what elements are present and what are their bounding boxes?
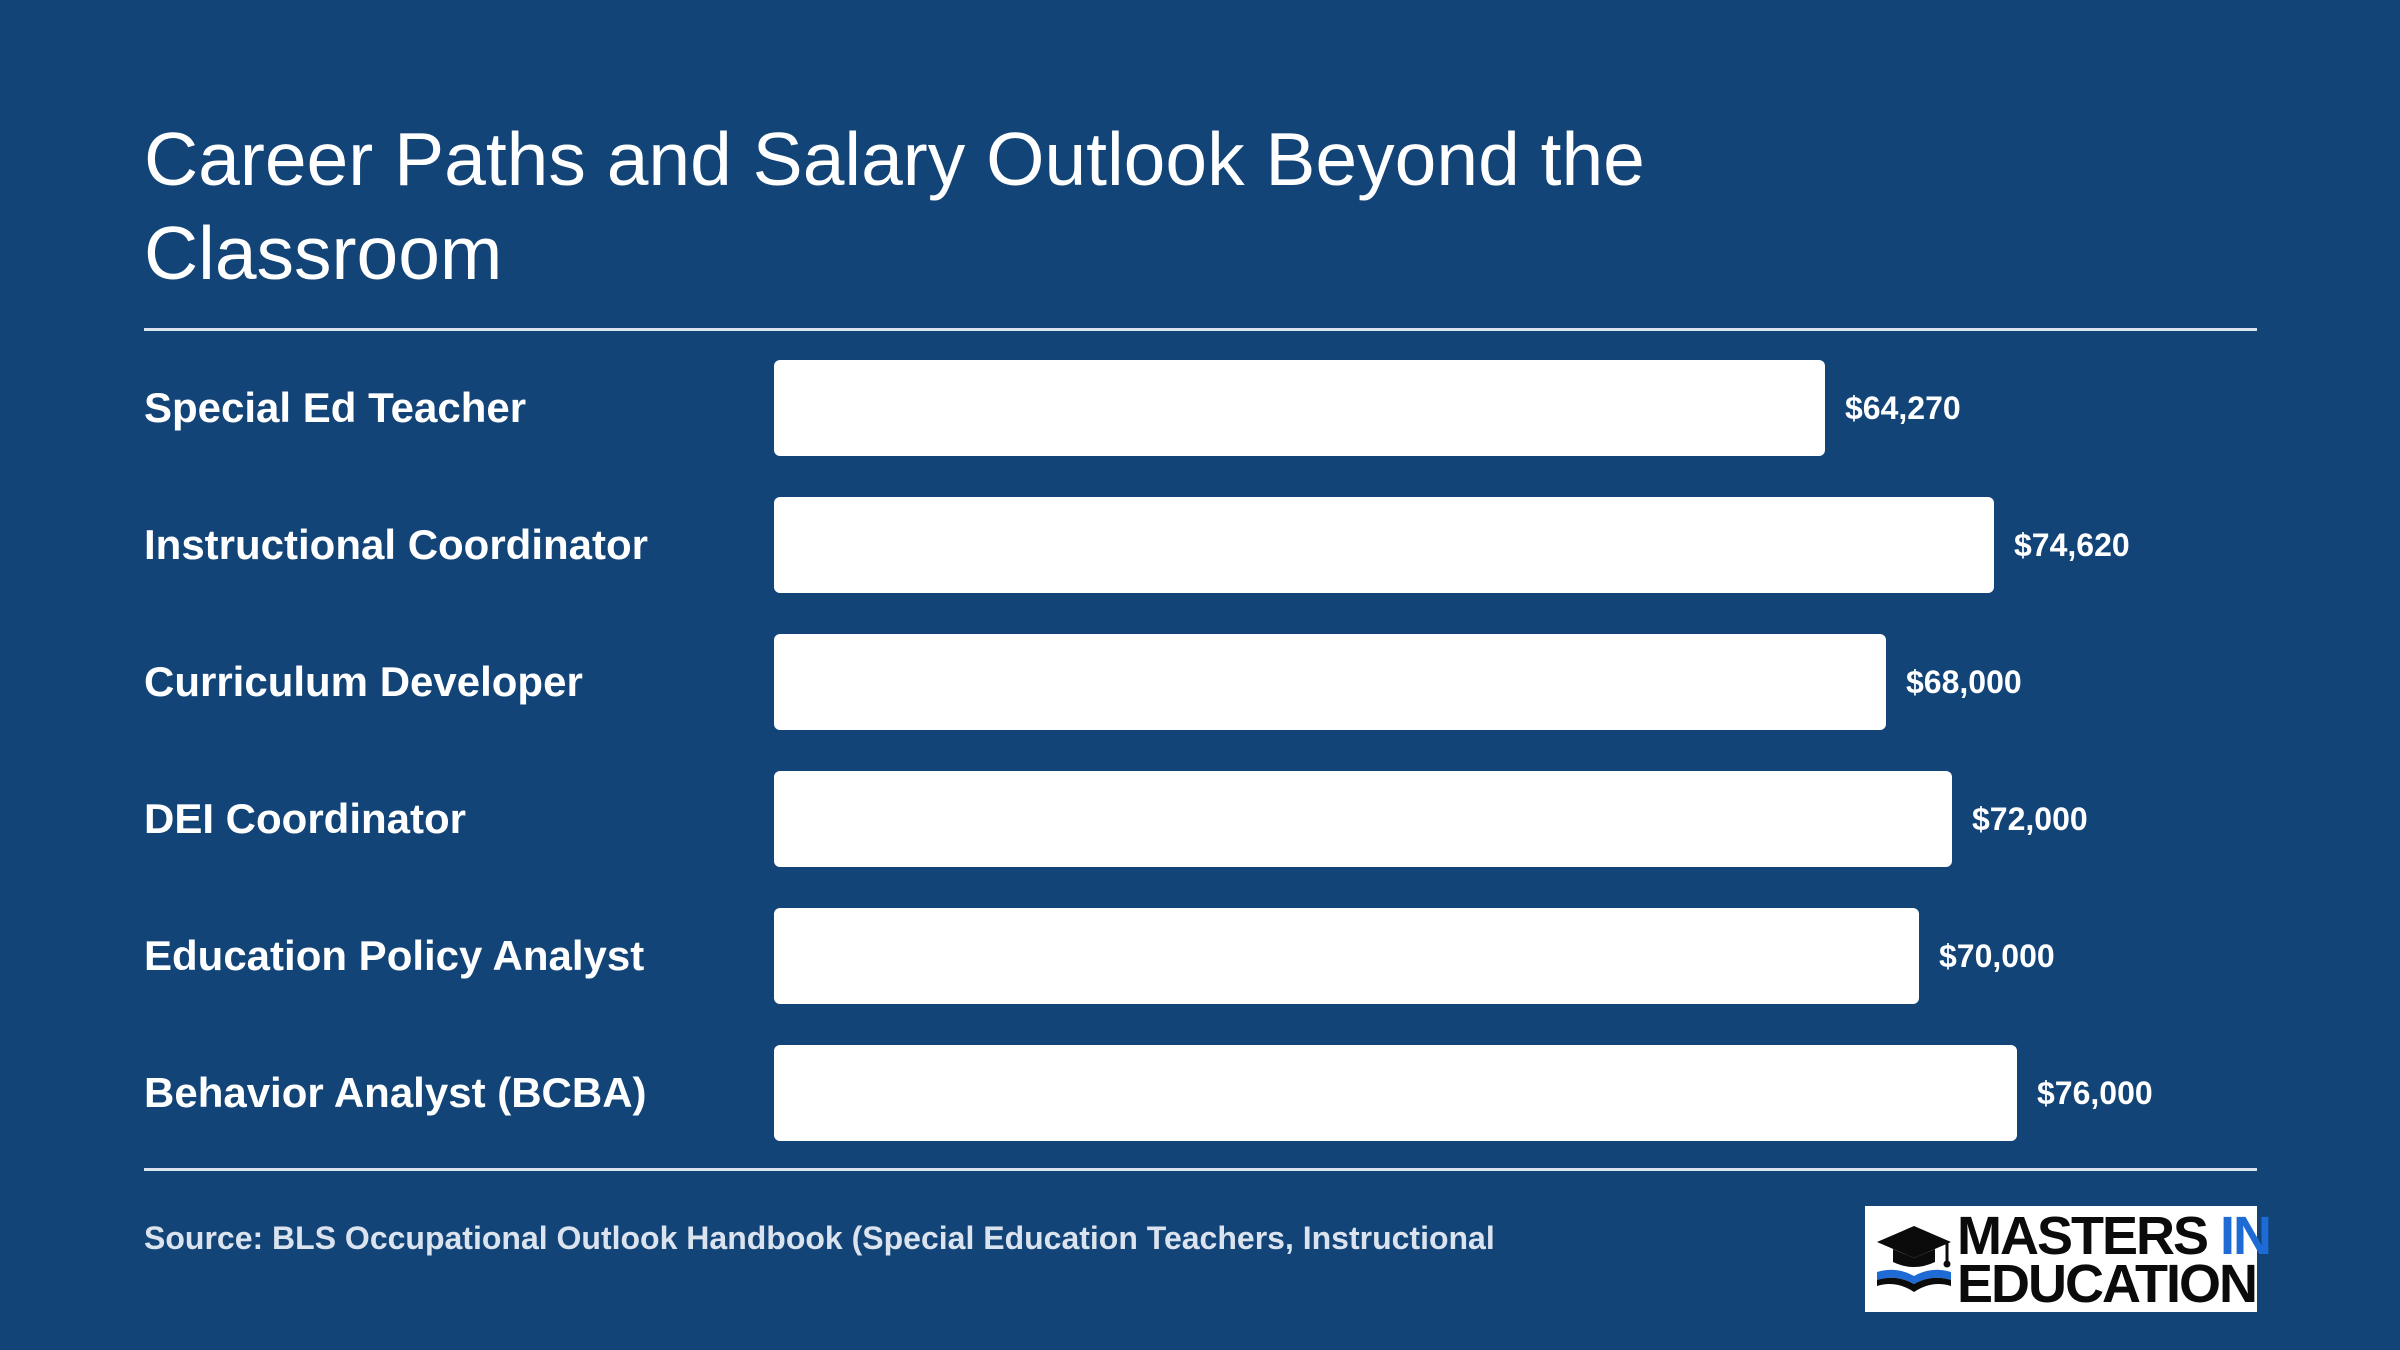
category-label: Special Ed Teacher: [144, 384, 527, 431]
salary-bar: [774, 497, 1994, 593]
category-label: Curriculum Developer: [144, 658, 583, 705]
bar-value-label: $76,000: [2037, 1075, 2153, 1111]
category-label: Education Policy Analyst: [144, 932, 645, 979]
category-label: Instructional Coordinator: [144, 521, 648, 568]
salary-bar: [774, 908, 1919, 1004]
logo-text-line-2: EDUCATION: [1957, 1254, 2258, 1314]
bar-value-label: $72,000: [1972, 801, 2088, 837]
graduation-cap-book-icon: [1877, 1226, 1951, 1292]
masters-in-education-logo: MASTERS IN EDUCATION: [1865, 1206, 2272, 1314]
bottom-divider: [144, 1168, 2257, 1171]
salary-bar: [774, 634, 1886, 730]
bar-value-label: $68,000: [1906, 664, 2022, 700]
salary-bar: [774, 360, 1825, 456]
logo-text-line-1: MASTERS IN: [1957, 1206, 2272, 1266]
category-label: DEI Coordinator: [144, 795, 466, 842]
chart-title: Career Paths and Salary Outlook Beyond t…: [144, 117, 1645, 295]
bar-value-label: $74,620: [2014, 527, 2130, 563]
bar-value-label: $64,270: [1845, 390, 1961, 426]
source-note: Source: BLS Occupational Outlook Handboo…: [144, 1220, 1495, 1256]
bar-value-label: $70,000: [1939, 938, 2055, 974]
category-label: Behavior Analyst (BCBA): [144, 1069, 647, 1116]
top-divider: [144, 328, 2257, 331]
salary-bar: [774, 771, 1952, 867]
salary-bar: [774, 1045, 2017, 1141]
